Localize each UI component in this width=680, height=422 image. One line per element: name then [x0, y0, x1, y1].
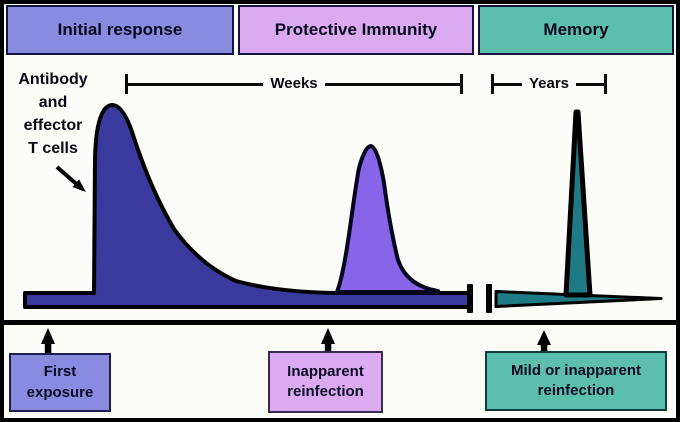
event-box-mild-reinfection: Mild or inapparent reinfection [485, 351, 667, 411]
memory-spike-curve [563, 109, 593, 298]
event-label-mild-reinfection: Mild or inapparent reinfection [510, 361, 641, 399]
event-label-first-exposure: First exposure [26, 363, 94, 401]
y-axis-label-line: and [38, 94, 68, 111]
plot-bottom-axis-divider [0, 320, 680, 325]
first-exposure-arrow [41, 328, 55, 354]
event-box-first-exposure: First exposure [9, 353, 111, 412]
y-axis-label-line: T cells [28, 140, 78, 157]
time-bracket-years-label: Years [528, 74, 570, 92]
bracket-tick-left [125, 74, 128, 94]
event-label-inapparent-reinfection: Inapparent reinfection [287, 362, 364, 400]
y-axis-label: Antibody and effector T cells [0, 68, 106, 160]
annotation-arrow [55, 165, 86, 192]
primary-response-curve [23, 103, 472, 309]
secondary-response-curve [335, 144, 440, 294]
event-box-inapparent-reinfection: Inapparent reinfection [268, 351, 383, 413]
phase-box-protective-immunity: Protective Immunity [238, 5, 474, 55]
axis-break-cap-right [486, 284, 492, 313]
time-bracket-years: Years [491, 74, 608, 94]
time-bracket-weeks: Weeks [125, 74, 464, 94]
bracket-line [576, 82, 605, 86]
time-bracket-weeks-label: Weeks [270, 74, 318, 92]
y-axis-label-line: effector [23, 117, 83, 134]
bracket-tick-right [604, 74, 608, 94]
bracket-line [128, 82, 264, 86]
bracket-line [494, 82, 522, 86]
mild-reinfection-arrow [537, 330, 551, 352]
bracket-line [324, 82, 461, 86]
phase-box-initial-response: Initial response [6, 5, 234, 55]
phase-label-initial-response: Initial response [57, 20, 183, 39]
phase-label-protective-immunity: Protective Immunity [274, 20, 438, 39]
bracket-tick-right [460, 74, 464, 94]
y-axis-label-line: Antibody [18, 71, 88, 88]
phase-box-memory: Memory [478, 5, 674, 55]
inapparent-reinfection-arrow [321, 328, 335, 352]
phase-label-memory: Memory [543, 20, 609, 39]
bracket-tick-left [491, 74, 494, 94]
axis-break-cap-left [467, 284, 473, 313]
